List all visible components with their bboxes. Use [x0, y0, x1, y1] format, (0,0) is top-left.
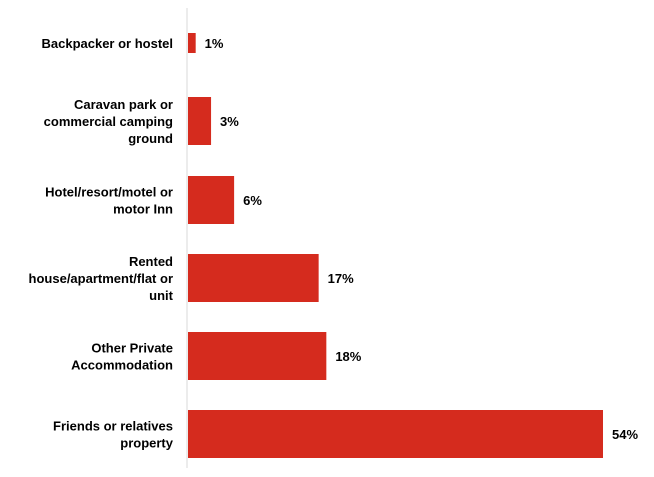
category-label-line: Hotel/resort/motel or — [45, 185, 173, 200]
category-label-2: Caravan park or commercial camping ground — [44, 97, 173, 146]
category-label-1: Backpacker or hostel — [41, 36, 173, 51]
category-label-line: motor Inn — [113, 202, 173, 217]
category-label-3: Hotel/resort/motel or motor Inn — [45, 185, 173, 217]
category-label-line: ground — [128, 131, 173, 146]
bar-1 — [188, 33, 196, 53]
category-label-line: Other Private — [91, 341, 173, 356]
category-label-4: Rented house/apartment/flat or unit — [29, 254, 174, 303]
value-label-6: 54% — [612, 427, 638, 442]
value-labels-group: 1% 3% 6% 17% 18% 54% — [205, 36, 639, 442]
category-label-5: Other Private Accommodation — [71, 341, 173, 373]
value-label-2: 3% — [220, 114, 239, 129]
category-label-line: house/apartment/flat or — [29, 271, 173, 286]
bar-4 — [188, 254, 319, 302]
category-label-line: Accommodation — [71, 358, 173, 373]
category-labels-group: Backpacker or hostel Caravan park or comme… — [29, 36, 174, 451]
category-label-line: Caravan park or — [74, 97, 173, 112]
category-label-line: Friends or relatives — [53, 419, 173, 434]
category-label-line: Backpacker or hostel — [41, 36, 173, 51]
category-label-line: property — [120, 436, 174, 451]
bar-6 — [188, 410, 603, 458]
bar-2 — [188, 97, 212, 145]
bars-group — [188, 33, 603, 458]
category-label-line: commercial camping — [44, 114, 173, 129]
category-label-6: Friends or relatives property — [53, 419, 174, 451]
value-label-3: 6% — [243, 193, 262, 208]
value-label-4: 17% — [328, 271, 354, 286]
category-label-line: Rented — [129, 254, 173, 269]
value-label-5: 18% — [335, 349, 361, 364]
bar-3 — [188, 176, 235, 224]
bar-5 — [188, 332, 327, 380]
category-label-line: unit — [149, 288, 173, 303]
value-label-1: 1% — [205, 36, 224, 51]
